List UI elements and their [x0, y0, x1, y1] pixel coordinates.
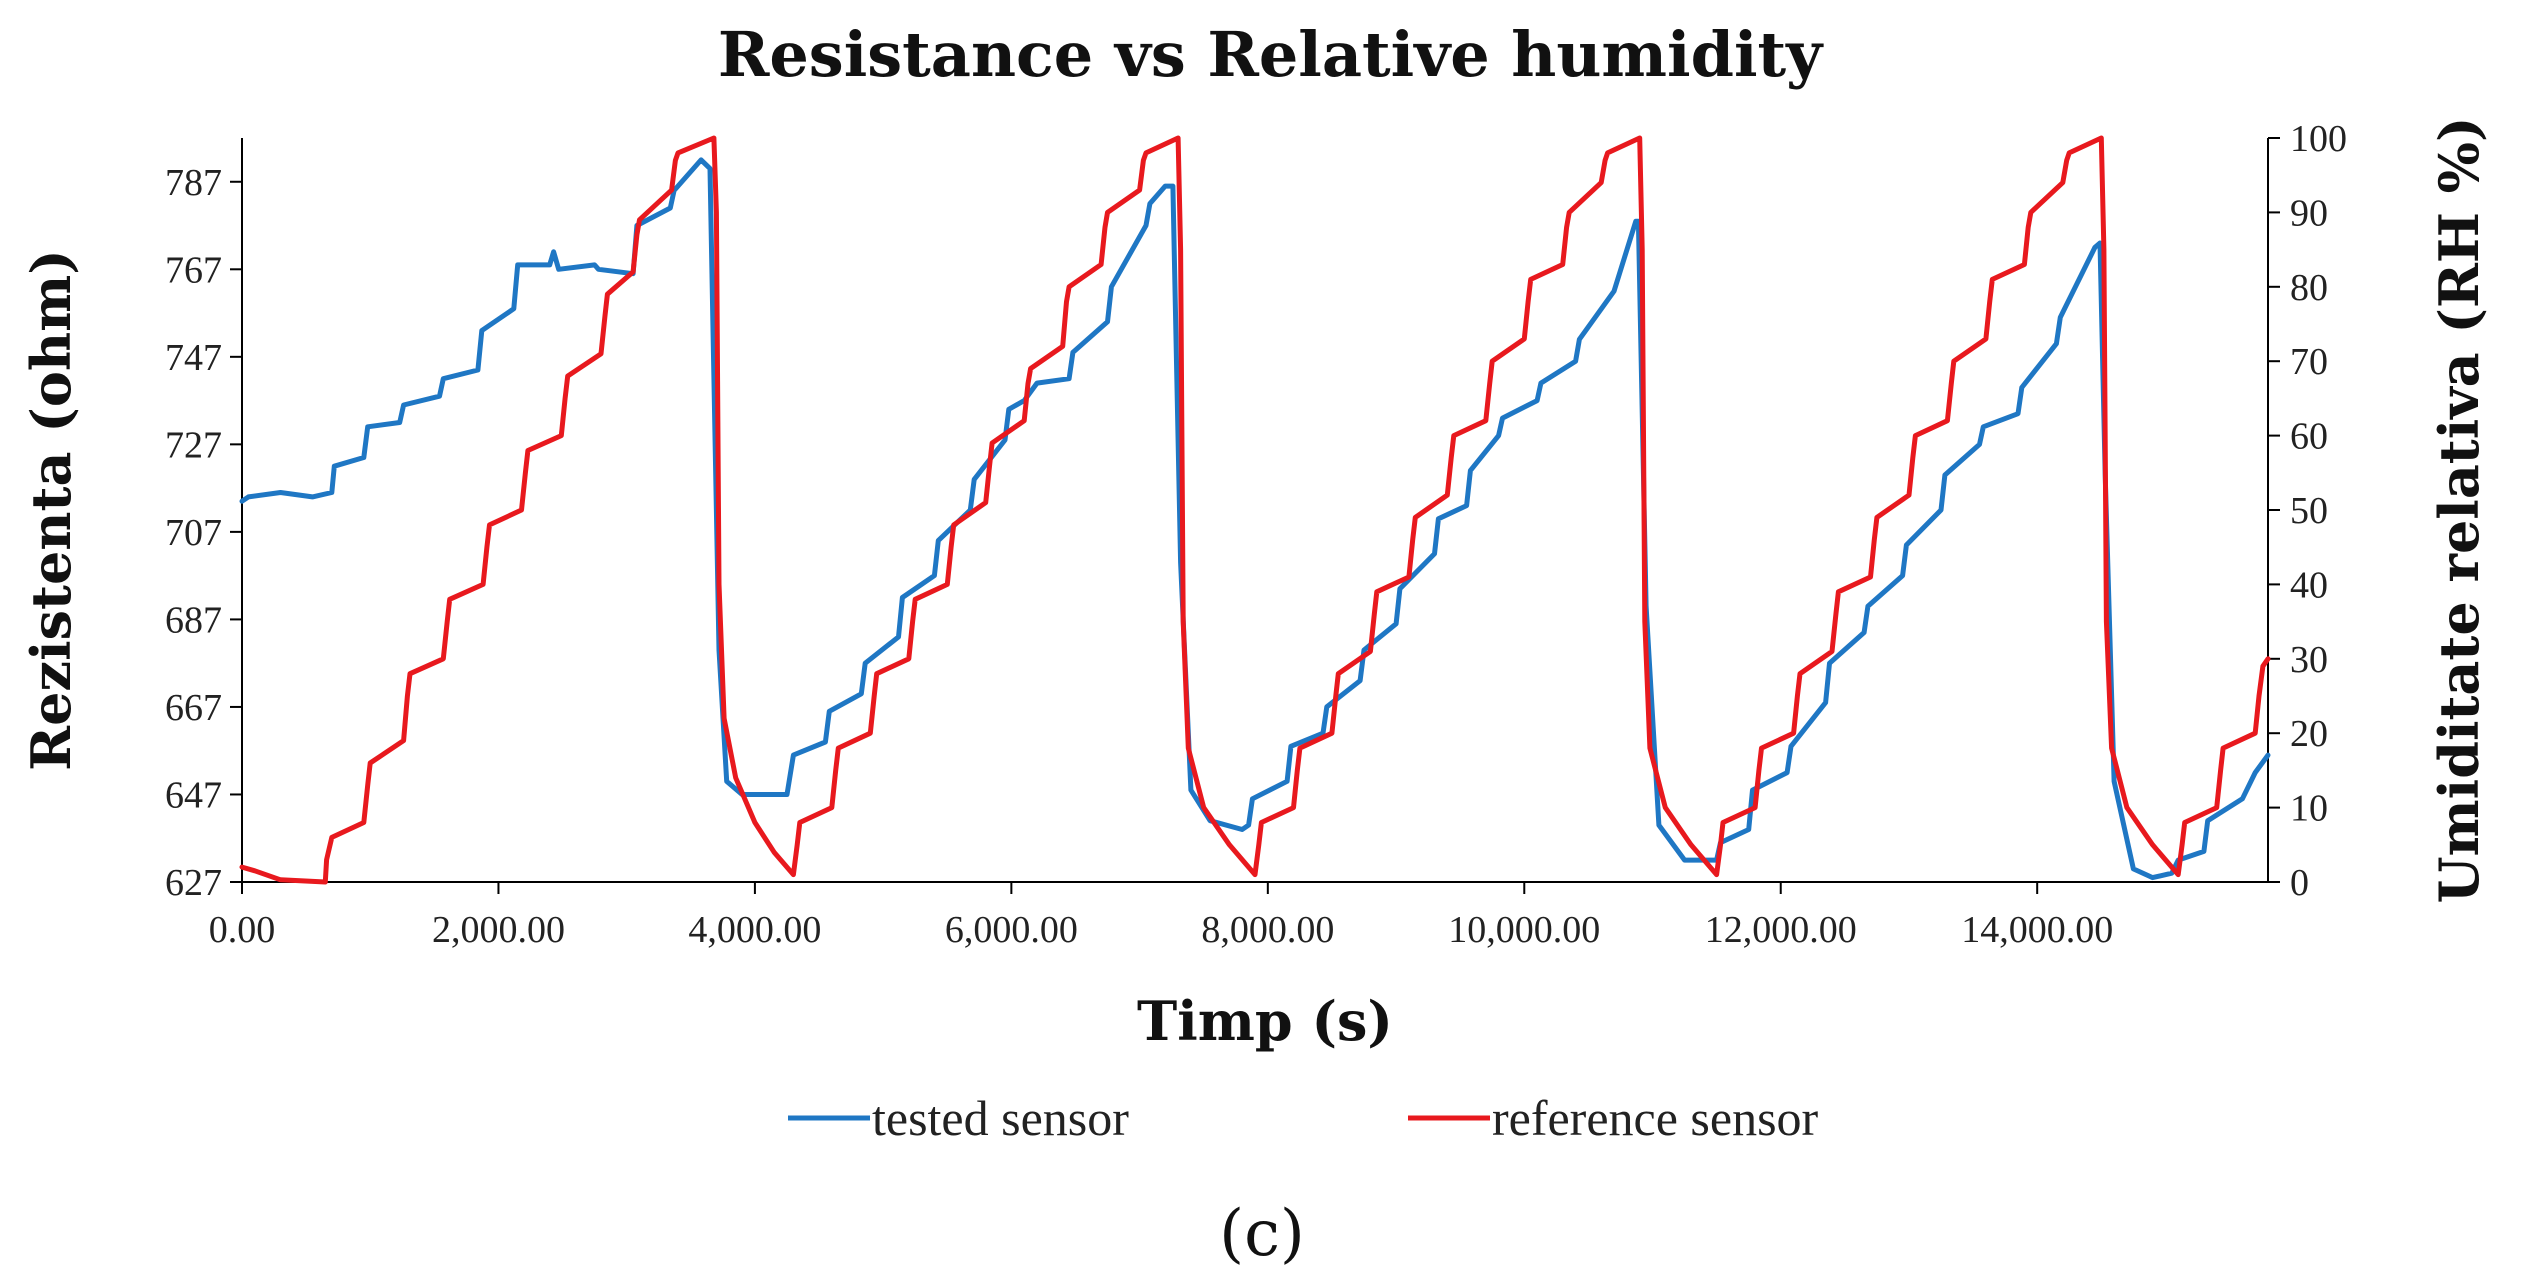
- plot-area: 0.00 2,000.00 4,000.00 6,000.00 8,000.00 10,0…: [165, 118, 2347, 951]
- y-tick-label: 687: [165, 599, 222, 641]
- y2-tick-label: 90: [2290, 192, 2328, 234]
- y-tick-label: 727: [165, 424, 222, 466]
- y2-axis-title: Umiditate relativa (RH %): [2427, 116, 2491, 903]
- y2-tick-label: 100: [2290, 118, 2347, 160]
- y2-tick-label: 80: [2290, 267, 2328, 309]
- x-tick-label: 6,000.00: [945, 909, 1078, 951]
- y2-tick-label: 60: [2290, 416, 2328, 458]
- figure-caption: (c): [1219, 1197, 1305, 1271]
- x-tick-label: 8,000.00: [1201, 909, 1334, 951]
- x-axis-title: Timp (s): [1137, 989, 1393, 1053]
- ticks-layer: 0.00 2,000.00 4,000.00 6,000.00 8,000.00 10,0…: [165, 118, 2347, 951]
- y2-tick-label: 40: [2290, 564, 2328, 606]
- y2-tick-label: 30: [2290, 639, 2328, 681]
- series-line-tested-sensor: [239, 157, 2271, 881]
- x-tick-label: 10,000.00: [1448, 909, 1600, 951]
- chart-title: Resistance vs Relative humidity: [718, 18, 1824, 91]
- y-tick-label: 767: [165, 249, 222, 291]
- y-tick-label: 787: [165, 162, 222, 204]
- legend-label-reference-sensor: reference sensor: [1492, 1090, 1819, 1146]
- y-tick-label: 627: [165, 862, 222, 904]
- y-axis-title: Rezistenta (ohm): [19, 249, 83, 771]
- legend: tested sensor reference sensor: [788, 1090, 1819, 1146]
- y-tick-label: 667: [165, 687, 222, 729]
- y2-tick-label: 20: [2290, 713, 2328, 755]
- x-tick-label: 12,000.00: [1705, 909, 1857, 951]
- y2-tick-label: 70: [2290, 341, 2328, 383]
- x-tick-label: 0.00: [209, 909, 276, 951]
- y-tick-label: 707: [165, 512, 222, 554]
- y2-tick-label: 50: [2290, 490, 2328, 532]
- y2-tick-label: 0: [2290, 862, 2309, 904]
- x-tick-label: 2,000.00: [432, 909, 565, 951]
- x-tick-label: 14,000.00: [1961, 909, 2113, 951]
- series-line-reference-sensor: [239, 135, 2271, 885]
- legend-label-tested-sensor: tested sensor: [872, 1090, 1129, 1146]
- series-layer: [239, 135, 2271, 885]
- y-tick-label: 647: [165, 774, 222, 816]
- x-tick-label: 4,000.00: [688, 909, 821, 951]
- y2-tick-label: 10: [2290, 788, 2328, 830]
- y-tick-label: 747: [165, 337, 222, 379]
